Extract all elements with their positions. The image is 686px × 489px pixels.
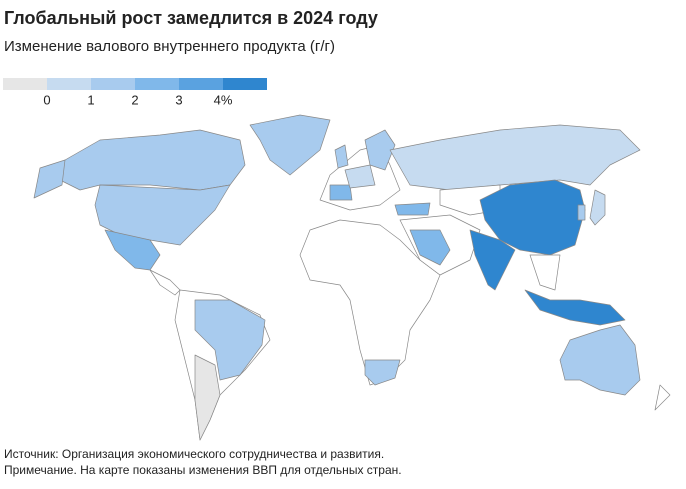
china: [479, 179, 586, 256]
india: [469, 229, 516, 291]
legend-label: 4%: [214, 92, 233, 107]
title: Глобальный рост замедлится в 2024 году: [4, 8, 378, 28]
central-europe: [344, 164, 376, 189]
central-america: [149, 269, 181, 296]
legend-label: 1: [87, 92, 94, 107]
scandinavia: [364, 129, 396, 171]
usa: [94, 184, 231, 246]
alaska: [33, 159, 66, 199]
legend-label: 3: [175, 92, 182, 107]
source: Источник: Организация экономического сот…: [4, 447, 384, 461]
japan: [589, 189, 606, 226]
legend-swatch: [3, 78, 47, 90]
legend-swatch: [135, 78, 179, 90]
brazil: [194, 299, 266, 381]
russia: [389, 124, 641, 191]
africa: [299, 219, 441, 386]
subtitle: Изменение валового внутреннего продукта …: [4, 38, 335, 55]
southeast-asia: [529, 254, 561, 291]
canada: [59, 129, 246, 191]
uk: [334, 144, 349, 169]
saudi-arabia: [409, 229, 451, 266]
korea: [577, 204, 586, 221]
note: Примечание. На карте показаны изменения …: [4, 463, 402, 477]
new-zealand: [654, 384, 671, 411]
map: [33, 114, 671, 441]
legend-swatch: [179, 78, 223, 90]
legend-swatch: [47, 78, 91, 90]
spain: [329, 184, 353, 201]
turkey: [394, 202, 431, 216]
greenland-region: [249, 114, 331, 176]
indonesia: [524, 289, 626, 326]
legend-label: 2: [131, 92, 138, 107]
legend-swatch: [223, 78, 267, 90]
argentina: [194, 354, 221, 441]
legend-label: 0: [43, 92, 50, 107]
legend-swatch: [91, 78, 135, 90]
australia: [559, 324, 641, 396]
south-africa: [364, 359, 401, 386]
legend: 0 1 2 3 4%: [3, 78, 267, 107]
